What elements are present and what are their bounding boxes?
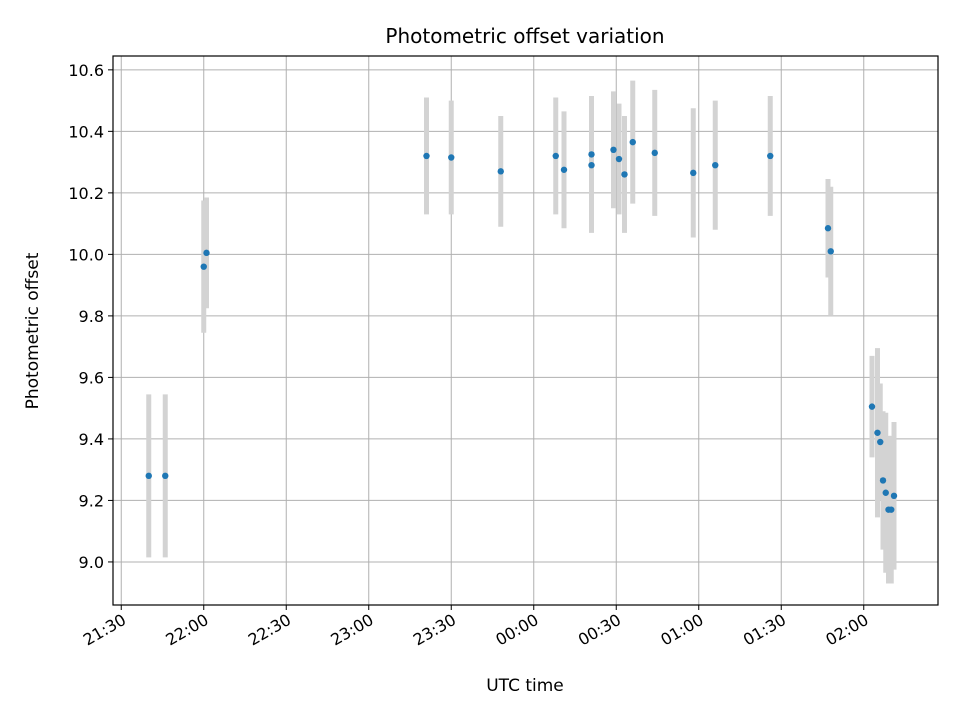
data-point xyxy=(610,146,617,154)
data-point xyxy=(879,477,887,484)
y-tick-label: 10.2 xyxy=(68,184,104,203)
chart-title: Photometric offset variation xyxy=(385,24,664,48)
y-tick-label: 10.6 xyxy=(68,61,104,80)
y-tick-label: 9.8 xyxy=(79,307,104,326)
data-point xyxy=(827,248,834,255)
data-point xyxy=(651,149,658,157)
data-point xyxy=(882,489,889,496)
y-tick-label: 9.4 xyxy=(79,430,104,449)
grid xyxy=(113,56,938,605)
data-point xyxy=(712,161,719,169)
y-axis-label: Photometric offset xyxy=(23,252,43,409)
data-point xyxy=(423,152,430,160)
data-point xyxy=(588,151,595,158)
data-point xyxy=(690,169,697,177)
data-point xyxy=(145,472,152,480)
data-point xyxy=(588,161,595,169)
y-tick-label: 10.0 xyxy=(68,245,104,264)
data-point xyxy=(868,403,876,410)
data-point xyxy=(621,171,628,178)
data-point xyxy=(629,138,636,146)
data-point xyxy=(200,263,207,270)
data-point xyxy=(890,492,898,500)
data-point xyxy=(162,472,169,480)
data-point xyxy=(824,225,832,232)
data-point xyxy=(560,166,568,173)
y-tick-label: 10.4 xyxy=(68,122,104,141)
data-point xyxy=(888,506,895,513)
data-point xyxy=(767,152,774,160)
data-point xyxy=(203,249,210,257)
y-axis-ticks: 9.0 9.2 9.4 9.6 9.8 10.0 10.2 10.4 10.6 xyxy=(68,61,113,572)
data-point xyxy=(552,152,559,160)
data-point xyxy=(448,154,455,161)
y-tick-label: 9.6 xyxy=(79,368,104,387)
y-tick-label: 9.2 xyxy=(79,491,104,510)
data-point xyxy=(874,429,881,436)
data-point xyxy=(497,168,504,175)
data-point xyxy=(615,155,623,163)
data-point xyxy=(877,438,884,446)
y-tick-label: 9.0 xyxy=(79,553,104,572)
plot-frame xyxy=(112,55,939,606)
x-axis-label: UTC time xyxy=(486,676,564,696)
data-points xyxy=(145,138,898,513)
